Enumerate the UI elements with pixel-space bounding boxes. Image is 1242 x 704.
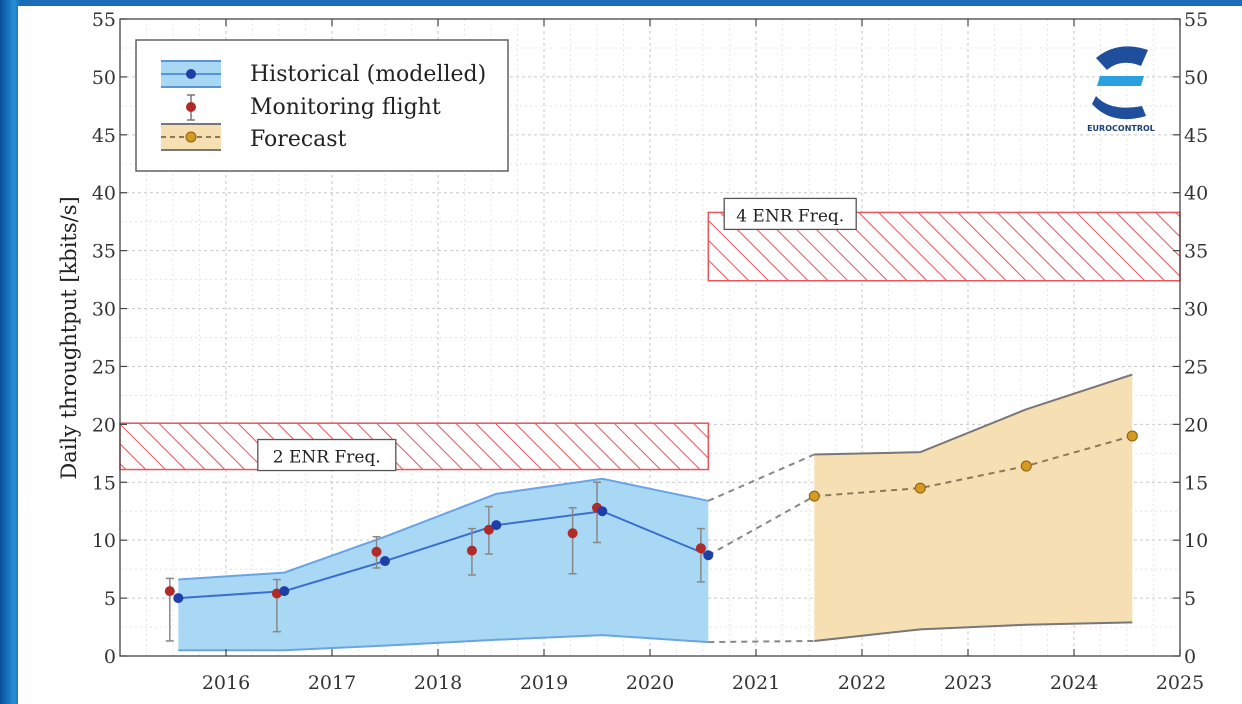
logo-wing-bottom bbox=[1092, 96, 1146, 120]
series-points bbox=[164, 430, 1138, 642]
historical-line bbox=[178, 510, 709, 600]
legend-label-monitoring: Monitoring flight bbox=[250, 95, 441, 120]
y-tick-label-left: 45 bbox=[92, 125, 116, 147]
y-tick-label-left: 25 bbox=[92, 356, 116, 378]
legend-swatch-monitoring bbox=[186, 94, 196, 121]
forecast-point bbox=[808, 490, 820, 502]
y-tick-label-right: 50 bbox=[1184, 67, 1208, 89]
capacity-label-2: 4 ENR Freq. bbox=[736, 206, 844, 226]
historical-point bbox=[380, 556, 390, 567]
y-tick-label-left: 20 bbox=[92, 414, 116, 436]
y-tick-label-left: 50 bbox=[92, 67, 116, 89]
y-tick-label-right: 0 bbox=[1184, 646, 1196, 668]
y-tick-label-right: 45 bbox=[1184, 125, 1208, 147]
x-tick-label: 2024 bbox=[1050, 672, 1098, 694]
series-lines bbox=[178, 373, 1133, 652]
connector-upper bbox=[707, 453, 815, 502]
x-ticks: 2016 2017 2018 2019 2020 2021 2022 2023 2024 2025 bbox=[202, 19, 1204, 694]
y-tick-label-right: 10 bbox=[1184, 530, 1208, 552]
y-tick-label-right: 15 bbox=[1184, 472, 1208, 494]
x-tick-label: 2019 bbox=[520, 672, 568, 694]
y-axis-label: Daily throughtput [kbits/s] bbox=[57, 196, 81, 479]
throughput-chart: 2 ENR Freq.4 ENR Freq. 05101520253035404… bbox=[57, 9, 1208, 694]
forecast-upper-line bbox=[814, 373, 1133, 456]
y-tick-label-right: 40 bbox=[1184, 183, 1208, 205]
forecast-point bbox=[1126, 430, 1138, 442]
y-ticks-left: 0 5 10 15 20 25 30 35 40 45 50 55 bbox=[92, 9, 127, 668]
monitoring-point bbox=[567, 528, 578, 539]
connector-lower bbox=[708, 639, 815, 644]
monitoring-point bbox=[483, 524, 494, 535]
x-tick-label: 2021 bbox=[732, 672, 780, 694]
y-tick-label-left: 30 bbox=[92, 299, 116, 321]
y-tick-label-left: 40 bbox=[92, 183, 116, 205]
x-tick-label: 2017 bbox=[308, 672, 356, 694]
y-tick-label-left: 5 bbox=[104, 588, 116, 610]
y-tick-label-right: 35 bbox=[1184, 241, 1208, 263]
y-tick-label-left: 0 bbox=[104, 646, 116, 668]
historical-lower-line bbox=[178, 634, 709, 652]
logo-text: EUROCONTROL bbox=[1087, 124, 1155, 133]
y-tick-label-right: 25 bbox=[1184, 356, 1208, 378]
capacity-bands: 2 ENR Freq. 4 ENR Freq. bbox=[119, 197, 1181, 472]
legend-swatch-historical bbox=[161, 60, 221, 88]
historical-point bbox=[491, 520, 502, 531]
monitoring-point bbox=[695, 543, 706, 554]
y-tick-label-left: 35 bbox=[92, 241, 116, 263]
y-tick-label-right: 20 bbox=[1184, 414, 1208, 436]
forecast-point bbox=[1020, 460, 1032, 472]
eurocontrol-logo: EUROCONTROL bbox=[1087, 46, 1155, 133]
forecast-point bbox=[914, 482, 926, 494]
capacity-label-box-1 bbox=[257, 438, 397, 472]
y-tick-label-right: 55 bbox=[1184, 9, 1208, 31]
logo-wing-top bbox=[1096, 46, 1148, 70]
legend: Historical (modelled) Monitoring flight … bbox=[135, 39, 509, 172]
x-tick-label: 2022 bbox=[838, 672, 886, 694]
x-tick-label: 2025 bbox=[1156, 672, 1204, 694]
legend-swatch-forecast bbox=[161, 123, 221, 151]
monitoring-point bbox=[164, 586, 175, 597]
y-tick-label-left: 10 bbox=[92, 530, 116, 552]
x-tick-label: 2016 bbox=[202, 672, 250, 694]
forecast-lower-line bbox=[814, 621, 1133, 642]
logo-wing-mid bbox=[1097, 76, 1144, 86]
chart-panel: 2 ENR Freq. 4 ENR Freq. 0 5 10 15 20 25 30 35 40 4… bbox=[18, 6, 1242, 704]
capacity-label-1: 2 ENR Freq. bbox=[273, 448, 381, 468]
capacity-label-box-2 bbox=[723, 197, 857, 231]
legend-label-historical: Historical (modelled) bbox=[250, 62, 486, 87]
x-tick-label: 2023 bbox=[944, 672, 992, 694]
y-tick-label-left: 55 bbox=[92, 9, 116, 31]
historical-band bbox=[178, 478, 709, 651]
capacity-band-1 bbox=[119, 422, 710, 471]
x-tick-label: 2018 bbox=[414, 672, 462, 694]
historical-upper-line bbox=[178, 477, 709, 581]
historical-point bbox=[597, 506, 608, 517]
y-ticks-right: 0 5 10 15 20 25 30 35 40 45 50 55 bbox=[1173, 9, 1208, 668]
historical-point bbox=[703, 550, 714, 561]
historical-point bbox=[279, 586, 290, 597]
y-tick-label-left: 15 bbox=[92, 472, 116, 494]
legend-label-forecast: Forecast bbox=[250, 127, 347, 152]
forecast-line bbox=[814, 434, 1133, 498]
monitoring-point bbox=[466, 545, 477, 556]
y-tick-label-right: 30 bbox=[1184, 299, 1208, 321]
x-tick-label: 2020 bbox=[626, 672, 674, 694]
forecast-band bbox=[814, 374, 1133, 641]
y-tick-label-right: 5 bbox=[1184, 588, 1196, 610]
connector-mid bbox=[707, 495, 815, 557]
data-bands bbox=[178, 374, 1133, 651]
historical-point bbox=[173, 593, 184, 604]
monitoring-point bbox=[371, 546, 382, 557]
